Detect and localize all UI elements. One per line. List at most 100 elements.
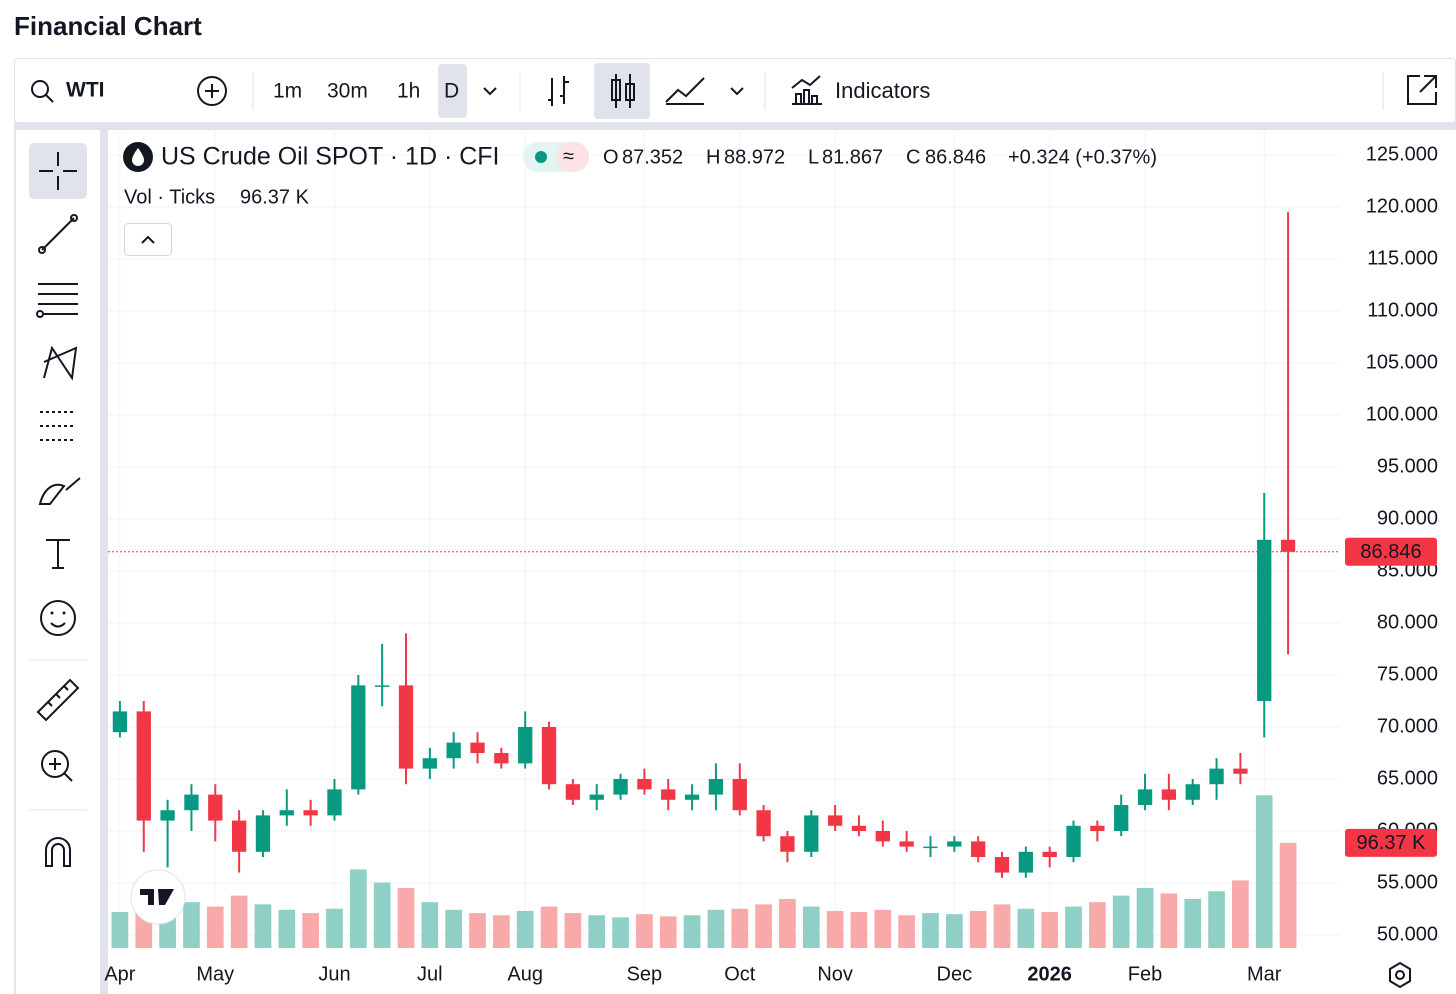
candle-body [160, 810, 175, 821]
popout[interactable] [1407, 75, 1437, 105]
volume-last: 96.37 K [240, 186, 310, 208]
volume-bar [707, 909, 725, 948]
magnet-tool[interactable] [45, 837, 71, 867]
ruler-tool[interactable] [36, 678, 80, 722]
volume-bar [1184, 898, 1202, 948]
candle-body [1257, 539, 1272, 701]
interval[interactable]: 1h [397, 80, 420, 103]
text-tool[interactable] [46, 539, 70, 569]
volume-bar [874, 909, 892, 948]
candle-body [1066, 825, 1081, 857]
candle-body [1233, 768, 1248, 774]
volume-bar [636, 914, 653, 948]
volume-bar [373, 882, 391, 948]
volume-bar [1017, 908, 1035, 948]
candle-body [637, 779, 652, 790]
x-tick-label: Nov [817, 963, 853, 985]
indicators-icon[interactable] [791, 75, 822, 105]
x-tick-label: May [196, 963, 234, 985]
bars-type[interactable] [548, 76, 569, 106]
candle-body [327, 789, 342, 816]
volume-bar [779, 898, 796, 948]
candle-body [422, 758, 437, 769]
x-tick-label: Dec [937, 963, 973, 985]
volume-bar [493, 915, 510, 948]
volume-bar [969, 910, 987, 948]
x-tick-label: Sep [627, 963, 663, 985]
logo[interactable] [130, 869, 186, 925]
candle-body [565, 784, 581, 800]
interval[interactable]: D [444, 80, 459, 103]
search[interactable] [31, 80, 54, 103]
ohlc-value: 86.846 [925, 146, 986, 168]
trend-line-tool[interactable] [38, 214, 78, 254]
candle-body [589, 794, 604, 800]
volume-bar [588, 915, 606, 948]
collapse-button[interactable] [124, 223, 172, 256]
volume-bar [1136, 888, 1154, 948]
ohlc-key: L [808, 146, 819, 168]
volume-bar [540, 906, 558, 948]
candle-body [208, 794, 223, 821]
candle-body [351, 685, 366, 790]
x-tick-label: Apr [104, 963, 135, 985]
y-tick-label: 50.000 [1377, 923, 1438, 945]
interval-active-bg [438, 64, 467, 118]
volume-bar [802, 906, 820, 948]
candle-body [851, 825, 867, 831]
y-tick-label: 90.000 [1377, 507, 1438, 529]
x-tick-label: Aug [507, 963, 543, 985]
symbol[interactable]: WTI [66, 79, 104, 102]
ohlc-value: 87.352 [622, 146, 683, 168]
candle-body [899, 841, 914, 847]
indicators[interactable]: Indicators [835, 78, 930, 103]
candle-body [494, 753, 509, 764]
candle-body [947, 841, 962, 847]
volume-tag-label: 96.37 K [1357, 832, 1427, 854]
brush-tool[interactable] [38, 477, 81, 505]
volume-bar [111, 912, 129, 948]
candles-type-active[interactable] [594, 63, 650, 119]
crosshair-active[interactable] [29, 143, 87, 199]
change: +0.324 (+0.37%) [1008, 146, 1157, 168]
page-title: Financial Chart [14, 11, 202, 41]
chevron[interactable] [730, 87, 744, 96]
candle-body [994, 857, 1010, 873]
x-tick-label: Oct [724, 963, 756, 985]
chevron[interactable] [483, 87, 497, 96]
settings[interactable] [1389, 961, 1411, 989]
volume-bar [850, 912, 868, 948]
interval[interactable]: 1m [273, 80, 302, 103]
volume-bar [1112, 895, 1130, 948]
volume-bar [469, 913, 486, 948]
add-symbol[interactable] [197, 76, 227, 106]
volume-bar [1041, 912, 1059, 948]
last-price-tag [1345, 537, 1437, 566]
x-tick-label: Jul [417, 963, 443, 985]
candle-body [184, 794, 199, 811]
volume-bar [326, 908, 343, 948]
zoom-tool[interactable] [41, 750, 73, 782]
y-tick-label: 55.000 [1377, 871, 1438, 893]
candle-body [279, 810, 294, 816]
volume-bar [445, 909, 463, 948]
candle-body [804, 815, 819, 852]
fib-tool[interactable] [36, 283, 78, 318]
emoji-tool[interactable] [40, 600, 76, 636]
pattern-tool[interactable] [43, 345, 78, 381]
ohlc-value: 88.972 [724, 146, 785, 168]
y-tick-label: 115.000 [1367, 247, 1438, 269]
area-type[interactable] [665, 77, 705, 105]
status-pill-half [556, 142, 589, 172]
volume-bar [230, 895, 248, 948]
candle-body [732, 779, 747, 811]
candle-body [923, 846, 938, 849]
prediction-tool[interactable] [40, 411, 76, 441]
candle-body [1090, 825, 1105, 831]
volume-bar [206, 906, 224, 948]
candle-body [780, 836, 795, 852]
volume-bar [254, 904, 272, 948]
interval[interactable]: 30m [327, 80, 368, 103]
candle-body [1137, 789, 1153, 805]
crosshair-icon [39, 152, 77, 190]
